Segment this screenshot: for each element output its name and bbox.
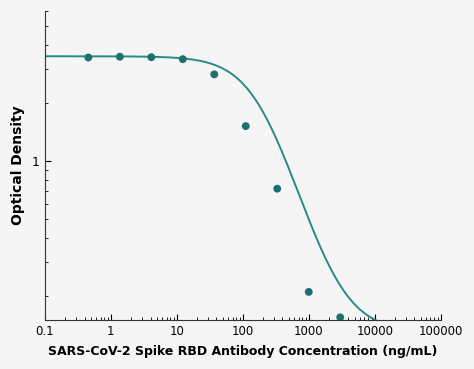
Point <box>84 55 92 61</box>
Point <box>337 314 344 320</box>
Y-axis label: Optical Density: Optical Density <box>11 106 25 225</box>
Point <box>305 289 312 295</box>
Point <box>147 54 155 60</box>
Point <box>179 56 187 62</box>
Point <box>371 329 379 335</box>
Point <box>242 123 249 129</box>
Point <box>273 186 281 192</box>
Point <box>210 71 218 77</box>
X-axis label: SARS-CoV-2 Spike RBD Antibody Concentration (ng/mL): SARS-CoV-2 Spike RBD Antibody Concentrat… <box>48 345 438 358</box>
Point <box>116 54 124 60</box>
